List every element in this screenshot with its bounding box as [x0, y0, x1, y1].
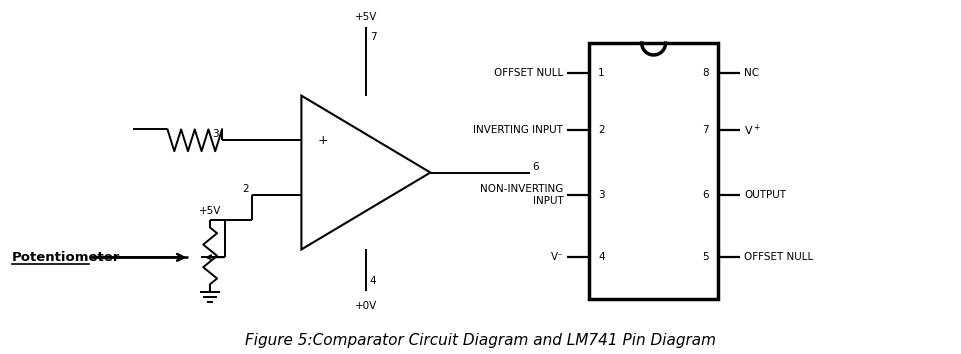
Text: Potentiometer: Potentiometer — [12, 251, 120, 264]
Text: NC: NC — [744, 68, 759, 78]
Text: 3: 3 — [212, 129, 219, 139]
Text: +0V: +0V — [355, 301, 377, 311]
Text: 2: 2 — [242, 184, 249, 194]
Text: 4: 4 — [598, 252, 604, 262]
Text: 3: 3 — [598, 190, 604, 200]
Text: INVERTING INPUT: INVERTING INPUT — [474, 125, 563, 135]
Text: 1: 1 — [598, 68, 604, 78]
Text: V$^+$: V$^+$ — [744, 123, 761, 138]
Text: INPUT: INPUT — [532, 196, 563, 206]
Text: 7: 7 — [370, 32, 377, 42]
Text: NON-INVERTING: NON-INVERTING — [480, 184, 563, 194]
Text: +5V: +5V — [199, 206, 221, 216]
Text: Figure 5:Comparator Circuit Diagram and LM741 Pin Diagram: Figure 5:Comparator Circuit Diagram and … — [244, 333, 716, 348]
Text: 5: 5 — [702, 252, 709, 262]
Text: 6: 6 — [702, 190, 709, 200]
Text: +: + — [318, 134, 329, 147]
Text: 2: 2 — [598, 125, 604, 135]
Text: V⁻: V⁻ — [551, 252, 563, 262]
Text: +5V: +5V — [355, 12, 377, 22]
Text: OFFSET NULL: OFFSET NULL — [744, 252, 813, 262]
Text: 7: 7 — [702, 125, 709, 135]
Text: 8: 8 — [702, 68, 709, 78]
Text: OFFSET NULL: OFFSET NULL — [494, 68, 563, 78]
Text: OUTPUT: OUTPUT — [744, 190, 786, 200]
Text: 4: 4 — [370, 276, 377, 286]
Text: 6: 6 — [532, 161, 539, 172]
